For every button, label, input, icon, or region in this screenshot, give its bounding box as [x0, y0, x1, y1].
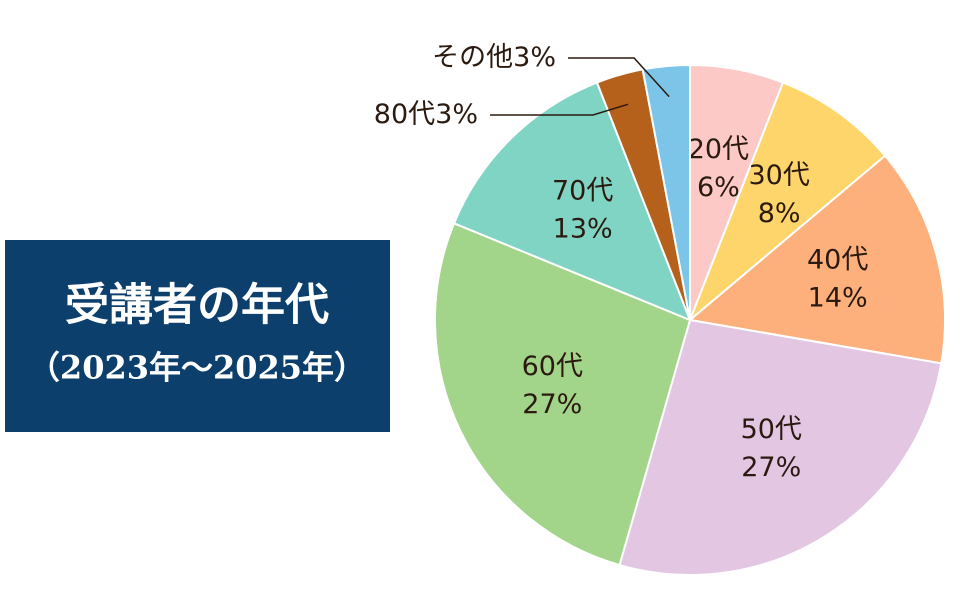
value-label: 6% [697, 172, 740, 203]
category-label: 80代 [374, 99, 435, 130]
category-label: 20代 [688, 134, 749, 165]
category-label: 30代 [748, 160, 809, 191]
category-label: 50代 [741, 414, 802, 445]
pie-slice [618, 318, 943, 576]
leader-line [568, 57, 670, 98]
category-label: 40代 [807, 245, 868, 276]
chart-subtitle: （2023年〜2025年） [28, 349, 366, 387]
value-label: 3% [435, 99, 478, 130]
pie-slice [687, 154, 946, 365]
pie-slice [689, 81, 887, 321]
value-label: 27% [522, 389, 582, 420]
category-label: 60代 [522, 351, 583, 382]
pie-slice [641, 63, 691, 321]
pie-slice [452, 81, 692, 322]
value-label: 27% [741, 452, 801, 483]
value-label: 8% [758, 198, 801, 229]
value-label: 14% [808, 283, 868, 314]
chart-title: 受講者の年代 [65, 280, 329, 331]
value-label: 13% [553, 213, 613, 244]
category-label: 70代 [552, 175, 613, 206]
pie-slice [434, 222, 692, 567]
leader-line [490, 103, 629, 116]
slice-label: その他3% [432, 42, 556, 73]
value-label: 3% [513, 42, 556, 73]
title-box [5, 240, 390, 432]
slice-label: 80代3% [374, 99, 478, 130]
category-label: その他 [432, 42, 513, 73]
